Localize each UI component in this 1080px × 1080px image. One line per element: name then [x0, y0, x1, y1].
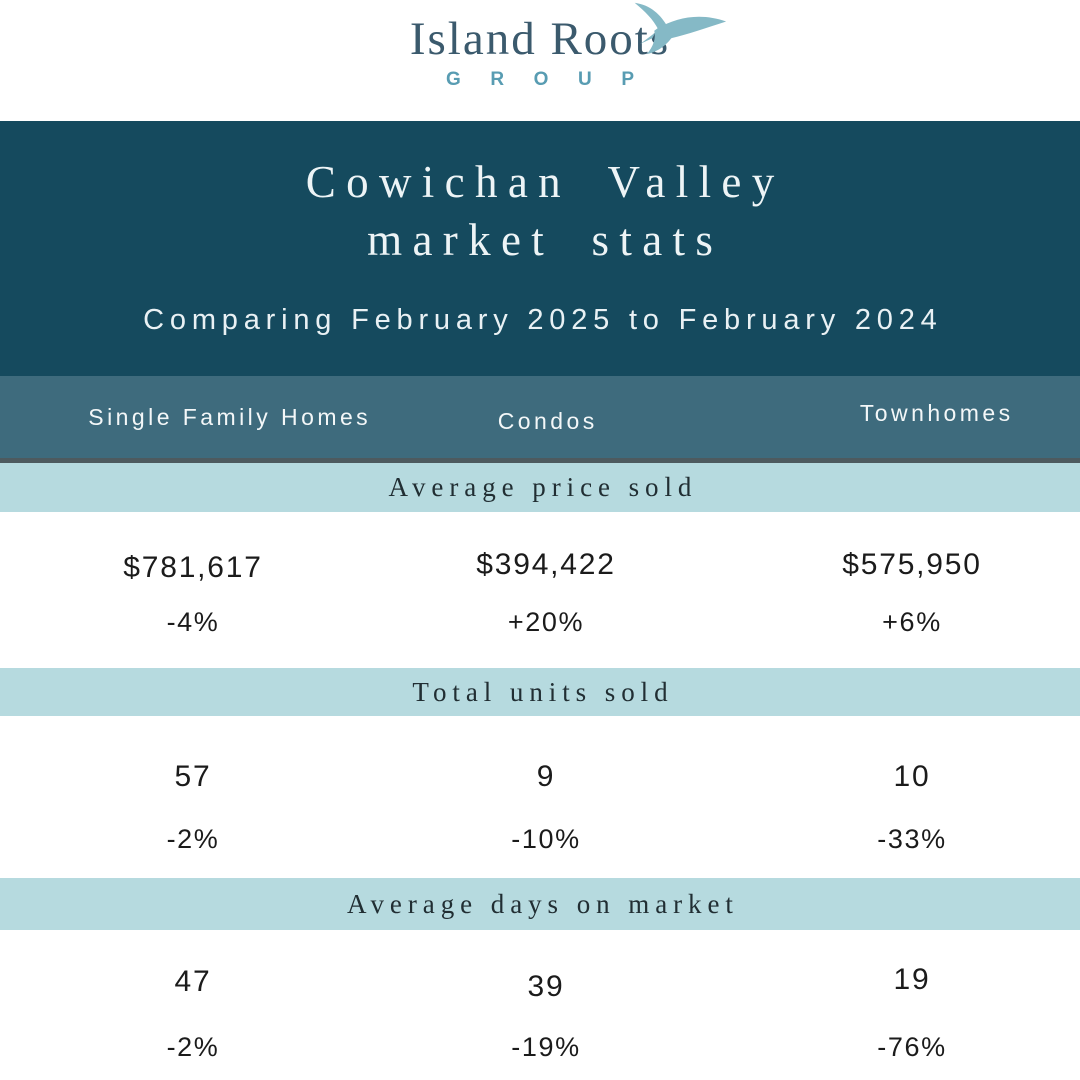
value-sfh-days: 47 — [174, 965, 212, 998]
change-condos-avg-price: +20% — [507, 607, 585, 637]
brand-subname: G R O U P — [445, 69, 647, 90]
change-sfh-avg-price: -4% — [166, 607, 220, 637]
stat-cell: 19 -76% — [732, 963, 1080, 1080]
section-label: Average price sold — [388, 472, 698, 502]
column-header-cell: Townhomes — [720, 400, 1080, 431]
section-header-average-price-sold: Average price sold — [0, 463, 1080, 512]
stats-row-total-units-sold: 57 -2% 9 -10% 10 -33% — [0, 716, 1080, 878]
column-header-cell: Single Family Homes — [0, 404, 367, 431]
stat-cell: 39 -19% — [366, 963, 726, 1080]
stats-row-average-price-sold: $781,617 -4% $394,422 +20% $575,950 +6% — [0, 512, 1080, 668]
brand-name: Island Roots — [409, 13, 671, 65]
value-townhomes-days: 19 — [893, 963, 931, 996]
change-sfh-units: -2% — [166, 824, 220, 854]
stat-cell: 57 -2% — [13, 758, 373, 878]
value-townhomes-avg-price: $575,950 — [842, 548, 982, 581]
value-sfh-avg-price: $781,617 — [123, 551, 263, 584]
column-header-single-family-homes: Single Family Homes — [88, 403, 372, 430]
stat-cell: $575,950 +6% — [732, 546, 1080, 668]
section-header-average-days-on-market: Average days on market — [0, 878, 1080, 930]
title-banner: Cowichan Valley market stats Comparing F… — [0, 121, 1080, 376]
divider-line — [0, 458, 1080, 463]
value-sfh-units: 57 — [174, 760, 212, 793]
value-condos-units: 9 — [536, 760, 556, 793]
value-condos-avg-price: $394,422 — [476, 548, 616, 581]
change-townhomes-avg-price: +6% — [882, 607, 942, 637]
comparison-subtitle: Comparing February 2025 to February 2024 — [143, 304, 943, 336]
page-title: Cowichan Valley market stats — [0, 121, 1080, 269]
value-townhomes-units: 10 — [893, 760, 931, 793]
value-condos-days: 39 — [527, 970, 565, 1003]
column-header-townhomes: Townhomes — [859, 399, 1014, 426]
stat-cell: $781,617 -4% — [13, 546, 373, 668]
section-label: Total units sold — [412, 676, 674, 707]
stat-cell: 10 -33% — [732, 758, 1080, 878]
brand-logo: Island Roots G R O U P — [0, 2, 1080, 91]
change-townhomes-days: -76% — [877, 1032, 947, 1062]
stats-row-average-days-on-market: 47 -2% 39 -19% 19 -76% — [0, 930, 1080, 1080]
stat-cell: 9 -10% — [366, 758, 726, 878]
section-label: Average days on market — [347, 888, 739, 919]
title-line-2: market stats — [367, 215, 724, 265]
column-header-cell: Condos — [360, 404, 720, 434]
column-header-condos: Condos — [497, 407, 598, 434]
title-line-1: Cowichan Valley — [305, 157, 785, 207]
section-header-total-units-sold: Total units sold — [0, 668, 1080, 716]
logo-area: Island Roots G R O U P — [0, 0, 1080, 121]
seagull-icon — [634, 2, 727, 55]
change-sfh-days: -2% — [166, 1032, 220, 1062]
change-townhomes-units: -33% — [877, 824, 947, 854]
stat-cell: $394,422 +20% — [366, 546, 726, 668]
stat-cell: 47 -2% — [13, 963, 373, 1080]
column-header-row: Single Family Homes Condos Townhomes — [0, 376, 1080, 458]
change-condos-units: -10% — [511, 824, 581, 854]
change-condos-days: -19% — [511, 1032, 581, 1062]
